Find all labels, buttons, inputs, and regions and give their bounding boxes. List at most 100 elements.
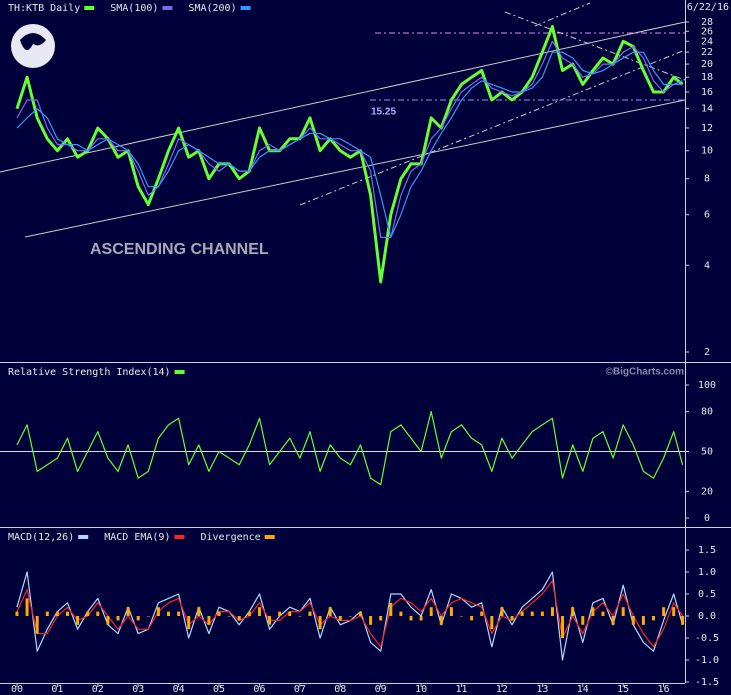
legend-swatch: [174, 370, 185, 374]
x-tick-label: 01: [51, 684, 63, 695]
y-tick-label: 100: [698, 380, 716, 391]
x-tick-label: 03: [132, 684, 144, 695]
divergence-bar: [268, 616, 272, 625]
divergence-bar: [571, 607, 575, 616]
y-tick-label: 28: [701, 17, 713, 28]
y-tick-label: 80: [701, 407, 713, 418]
divergence-bar: [167, 611, 171, 616]
level-label: 15.25: [371, 107, 396, 118]
x-tick-label: 04: [173, 684, 185, 695]
legend-label: MACD EMA(9): [104, 532, 170, 543]
y-tick-label: 1.5: [698, 545, 716, 556]
divergence-bar: [651, 616, 655, 621]
divergence-bar: [389, 602, 393, 616]
logo-circle: [11, 24, 55, 68]
y-tick-label: 8: [704, 174, 710, 185]
legend-label: SMA(100): [110, 3, 158, 14]
y-tick-label: 24: [701, 36, 713, 47]
divergence-bar: [318, 616, 322, 630]
divergence-bar: [55, 611, 59, 616]
divergence-bar: [126, 607, 130, 616]
x-tick-label: 11: [455, 684, 467, 695]
y-tick-label: 26: [701, 26, 713, 37]
annotation: ASCENDING CHANNEL: [90, 241, 269, 258]
x-tick-label: 15: [617, 684, 629, 695]
divergence-bar: [338, 616, 342, 621]
divergence-bar: [621, 607, 625, 616]
divergence-bar: [86, 611, 90, 616]
divergence-bar: [308, 611, 312, 616]
divergence-bar: [25, 598, 29, 616]
legend-swatch: [240, 6, 251, 10]
divergence-bar: [460, 616, 464, 617]
y-tick-label: 1.0: [698, 567, 716, 578]
trend-line: [504, 11, 686, 81]
logo-bird: [20, 33, 46, 51]
divergence-bar: [146, 616, 150, 617]
x-tick-label: 14: [577, 684, 589, 695]
x-tick-label: 09: [375, 684, 387, 695]
divergence-bar: [96, 611, 100, 616]
legend-label: Divergence: [200, 532, 260, 543]
divergence-bar: [217, 611, 221, 616]
divergence-bar: [207, 616, 211, 625]
y-tick-label: 18: [701, 72, 713, 83]
divergence-bar: [288, 611, 292, 616]
x-tick-label: 10: [415, 684, 427, 695]
divergence-bar: [591, 607, 595, 616]
divergence-bar: [298, 616, 302, 617]
divergence-bar: [76, 616, 80, 625]
divergence-bar: [490, 616, 494, 630]
divergence-bar: [510, 616, 514, 621]
y-tick-label: 0: [704, 513, 710, 524]
logo: [11, 24, 55, 68]
divergence-bar: [399, 611, 403, 616]
divergence-bar: [550, 607, 554, 616]
divergence-bar: [419, 616, 423, 621]
legend-swatch: [174, 535, 185, 539]
divergence-bar: [15, 611, 19, 616]
divergence-bar: [449, 607, 453, 616]
y-tick-label: 10: [701, 146, 713, 157]
divergence-bar: [197, 607, 201, 616]
divergence-bar: [35, 616, 39, 634]
x-tick-label: 08: [334, 684, 346, 695]
x-tick-label: 00: [11, 684, 23, 695]
y-tick-label: 16: [701, 87, 713, 98]
y-tick-label: 50: [701, 447, 713, 458]
divergence-bar: [116, 616, 120, 621]
divergence-bar: [348, 616, 352, 617]
legend-swatch: [162, 6, 173, 10]
divergence-bar: [278, 611, 282, 616]
divergence-bar: [177, 611, 181, 616]
legend-label: Relative Strength Index(14): [8, 367, 171, 378]
divergence-bar: [106, 616, 110, 625]
divergence-bar: [662, 607, 666, 616]
divergence-bar: [156, 607, 160, 616]
divergence-bar: [530, 611, 534, 616]
divergence-bar: [247, 611, 251, 616]
date-label: 6/22/16: [687, 2, 729, 13]
divergence-bar: [601, 611, 605, 616]
divergence-bar: [641, 616, 645, 625]
y-tick-label: 2: [704, 347, 710, 358]
legend-swatch: [78, 535, 89, 539]
trend-line: [299, 49, 686, 206]
divergence-bar: [500, 607, 504, 616]
series-line: [16, 51, 683, 238]
divergence-bar: [439, 616, 443, 625]
y-tick-label: 4: [704, 260, 710, 271]
trend-line: [534, 2, 591, 27]
y-tick-label: -1.5: [695, 677, 719, 688]
x-tick-label: 13: [536, 684, 548, 695]
divergence-bar: [611, 616, 615, 625]
divergence-bar: [379, 616, 383, 621]
x-tick-label: 06: [253, 684, 265, 695]
divergence-bar: [328, 607, 332, 616]
legend-label: TH:KTB Daily: [8, 3, 80, 14]
y-tick-label: 20: [701, 59, 713, 70]
legend-swatch: [84, 6, 95, 10]
